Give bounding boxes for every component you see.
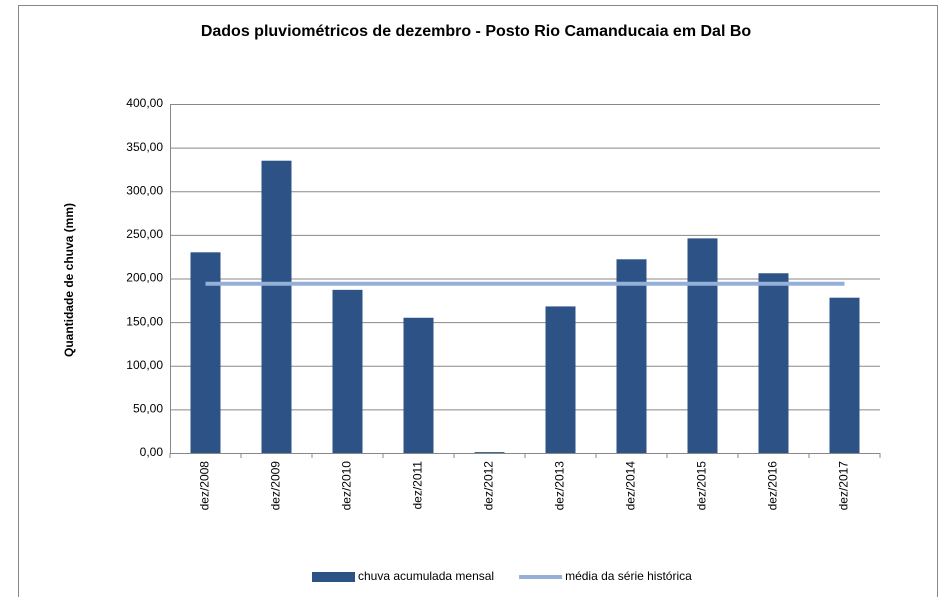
bar: [403, 317, 434, 453]
y-tick-label: 100,00: [126, 358, 163, 372]
y-tick-label: 150,00: [126, 314, 163, 328]
chart-title: Dados pluviométricos de dezembro - Posto…: [201, 23, 752, 40]
x-tick-label: dez/2012: [482, 461, 496, 511]
legend-swatch: [312, 572, 355, 582]
y-axis-title: Quantidade de chuva (mm): [62, 203, 76, 357]
x-tick-label: dez/2014: [624, 461, 638, 511]
legend-label: chuva acumulada mensal: [358, 569, 494, 583]
x-tick-label: dez/2017: [837, 461, 851, 511]
y-tick-label: 400,00: [126, 96, 163, 110]
x-tick-label: dez/2013: [553, 461, 567, 511]
bar: [687, 238, 718, 453]
x-tick-label: dez/2009: [269, 461, 283, 511]
bar: [332, 289, 363, 453]
bar: [474, 452, 505, 453]
x-tick-label: dez/2015: [695, 461, 709, 511]
chart-frame: [18, 5, 938, 597]
y-tick-label: 350,00: [126, 140, 163, 154]
bar: [616, 259, 647, 453]
x-tick-label: dez/2016: [766, 461, 780, 511]
bar: [190, 252, 221, 453]
x-tick-label: dez/2011: [411, 461, 425, 510]
y-tick-label: 200,00: [126, 271, 163, 285]
y-tick-label: 0,00: [140, 445, 164, 459]
x-tick-label: dez/2010: [340, 461, 354, 511]
y-tick-label: 50,00: [133, 402, 163, 416]
bar: [829, 297, 860, 453]
bar: [261, 160, 292, 453]
legend-label: média da série histórica: [565, 569, 692, 583]
x-tick-label: dez/2008: [198, 461, 212, 511]
y-tick-label: 300,00: [126, 183, 163, 197]
bar: [758, 273, 789, 453]
y-tick-label: 250,00: [126, 227, 163, 241]
bar: [545, 306, 576, 453]
